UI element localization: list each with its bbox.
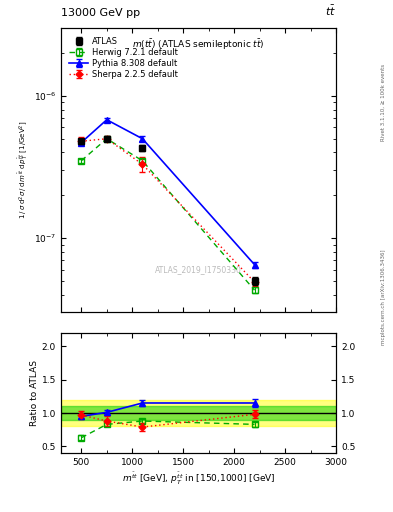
X-axis label: $m^{\bar{t}t}$ [GeV], $p_T^{\bar{t}t}$ in [150,1000] [GeV]: $m^{\bar{t}t}$ [GeV], $p_T^{\bar{t}t}$ i… [122,471,275,487]
Text: 13000 GeV pp: 13000 GeV pp [61,8,140,18]
Bar [61,407,336,420]
Text: mcplots.cern.ch [arXiv:1306.3436]: mcplots.cern.ch [arXiv:1306.3436] [381,249,386,345]
Bar [61,400,336,426]
Text: ATLAS_2019_I1750330: ATLAS_2019_I1750330 [155,265,242,274]
Legend: ATLAS, Herwig 7.2.1 default, Pythia 8.308 default, Sherpa 2.2.5 default: ATLAS, Herwig 7.2.1 default, Pythia 8.30… [68,35,180,81]
Text: Rivet 3.1.10, ≥ 100k events: Rivet 3.1.10, ≥ 100k events [381,64,386,141]
Y-axis label: Ratio to ATLAS: Ratio to ATLAS [30,360,39,426]
Y-axis label: $1\,/\,\sigma\;\mathrm{d}^2\sigma\,/\,\mathrm{d}\,m^{\bar{t}t}\,\mathrm{d}\,p_T^: $1\,/\,\sigma\;\mathrm{d}^2\sigma\,/\,\m… [17,121,31,220]
Text: $t\bar{t}$: $t\bar{t}$ [325,4,336,18]
Text: $m(t\bar{t})$ (ATLAS semileptonic $t\bar{t}$): $m(t\bar{t})$ (ATLAS semileptonic $t\bar… [132,37,265,52]
